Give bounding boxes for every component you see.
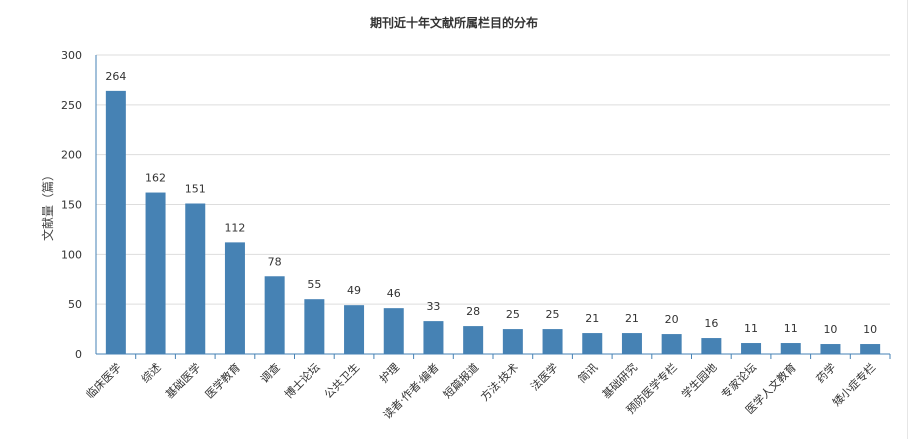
bar (383, 308, 404, 354)
bar (820, 344, 841, 354)
data-label: 20 (665, 313, 679, 326)
y-tick-label: 100 (61, 248, 82, 261)
data-label: 49 (347, 284, 361, 297)
x-tick-label: 基础研究 (599, 360, 640, 401)
x-tick-label: 学生园地 (678, 360, 719, 401)
bar (582, 333, 603, 354)
x-tick-label: 方法·技术 (477, 360, 520, 403)
x-tick-label: 基础医学 (162, 360, 203, 401)
bar (423, 321, 444, 354)
x-tick-label: 临床医学 (83, 360, 124, 401)
data-label: 162 (145, 172, 166, 185)
y-axis-label: 文献量（篇） (40, 169, 55, 241)
x-tick-label: 药学 (813, 360, 838, 385)
data-label: 21 (625, 312, 639, 325)
x-tick-label: 法医学 (527, 360, 560, 393)
bar (701, 338, 722, 354)
x-tick-label: 专家论坛 (718, 360, 759, 401)
chart-title: 期刊近十年文献所属栏目的分布 (370, 15, 538, 30)
y-tick-label: 250 (61, 99, 82, 112)
data-label: 264 (105, 70, 126, 83)
bar (224, 242, 245, 354)
bar (661, 334, 682, 354)
bar (780, 343, 801, 354)
bar (264, 276, 285, 354)
x-tick-label: 矮小症专栏 (829, 360, 878, 409)
bars (105, 90, 881, 354)
data-label: 11 (744, 322, 758, 335)
gridlines (96, 54, 890, 305)
y-tick-label: 150 (61, 199, 82, 212)
data-label: 25 (546, 308, 560, 321)
x-tick-label: 调查 (257, 360, 282, 385)
bar (741, 343, 762, 354)
data-label: 10 (863, 323, 877, 336)
data-label: 112 (224, 221, 245, 234)
x-tick-label: 护理 (376, 360, 401, 385)
bar (145, 192, 166, 354)
bar (105, 90, 126, 354)
bar (621, 333, 642, 354)
x-tick-label: 简讯 (575, 360, 600, 385)
data-label: 46 (387, 287, 401, 300)
data-label: 28 (466, 305, 480, 318)
y-tick-label: 300 (61, 49, 82, 62)
y-tick-label: 200 (61, 149, 82, 162)
x-tick-label: 短篇报道 (440, 360, 481, 401)
data-label: 55 (307, 278, 321, 291)
data-label: 78 (268, 255, 282, 268)
bar (542, 329, 563, 354)
data-label: 16 (704, 317, 718, 330)
y-axis-ticks: 0 50 100 150 200 250 300 (61, 49, 82, 361)
x-tick-label: 公共卫生 (321, 360, 362, 401)
bar (344, 305, 365, 354)
x-tick-label: 综述 (138, 360, 163, 385)
data-label: 11 (784, 322, 798, 335)
data-label: 10 (823, 323, 837, 336)
bar (463, 326, 484, 354)
data-label: 25 (506, 308, 520, 321)
bar (860, 344, 881, 354)
bar (502, 329, 523, 354)
data-label: 21 (585, 312, 599, 325)
y-tick-label: 0 (75, 348, 82, 361)
bar (185, 203, 206, 354)
x-tick-label: 医学教育 (202, 360, 243, 401)
data-label: 33 (426, 300, 440, 313)
right-border (907, 0, 908, 439)
x-tick-label: 博士论坛 (281, 360, 322, 401)
bar (304, 299, 325, 354)
data-labels: 264 162 151 112 78 55 49 46 33 28 25 25 21 21 20 16 11 11… (105, 70, 877, 336)
y-tick-label: 50 (68, 298, 82, 311)
data-label: 151 (185, 183, 206, 196)
